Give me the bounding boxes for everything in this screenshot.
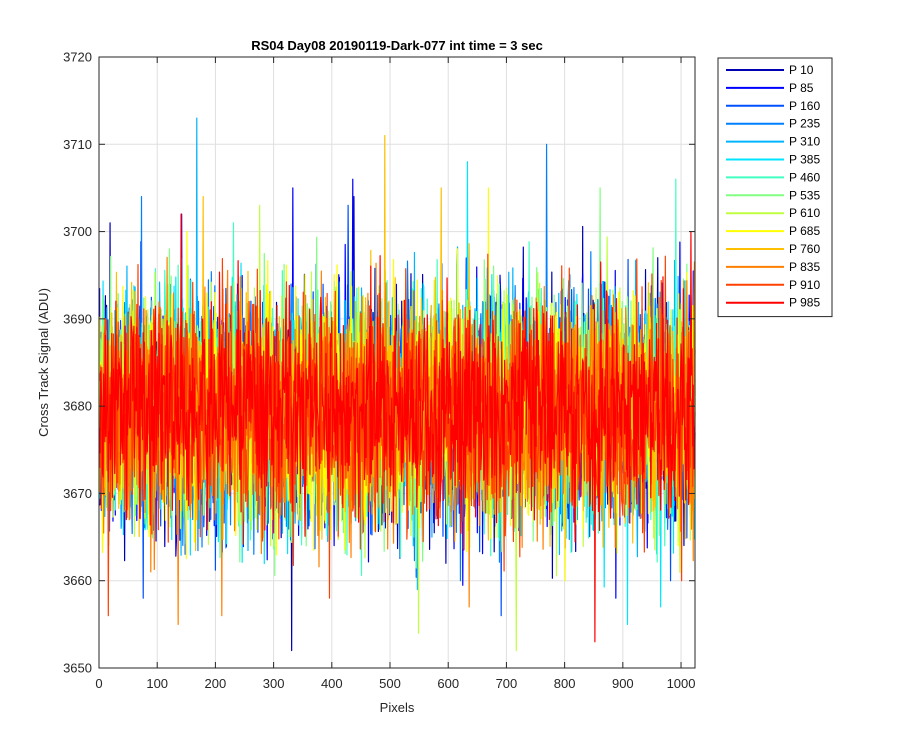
legend-label: P 760: [789, 242, 820, 256]
legend-label: P 835: [789, 260, 820, 274]
legend: P 10 P 85 P 160 P 235 P 310 P 385 P 460 P 535 P …: [717, 57, 833, 318]
legend-label: P 460: [789, 170, 820, 184]
x-tick-label: 1000: [667, 676, 696, 691]
y-tick-label: 3670: [63, 486, 92, 501]
x-tick-label: 600: [437, 676, 459, 691]
series-line-p-985: [98, 213, 696, 643]
x-tick-label: 900: [612, 676, 634, 691]
x-axis-label: Pixels: [380, 700, 415, 715]
x-tick-label: 400: [321, 676, 343, 691]
legend-label: P 985: [789, 296, 820, 310]
legend-label: P 535: [789, 188, 820, 202]
y-tick-label: 3710: [63, 137, 92, 152]
legend-box: [717, 57, 833, 318]
legend-label: P 10: [789, 63, 814, 77]
y-tick-label: 3660: [63, 573, 92, 588]
y-tick-label: 3680: [63, 399, 92, 414]
legend-label: P 910: [789, 278, 820, 292]
y-tick-label: 3720: [63, 50, 92, 65]
legend-label: P 385: [789, 153, 820, 167]
x-tick-label: 700: [496, 676, 518, 691]
y-tick-label: 3700: [63, 224, 92, 239]
x-tick-label: 200: [205, 676, 227, 691]
x-tick-label: 0: [95, 676, 102, 691]
chart-title: RS04 Day08 20190119-Dark-077 int time = …: [251, 38, 543, 53]
legend-label: P 310: [789, 135, 820, 149]
x-tick-label: 300: [263, 676, 285, 691]
tick-layer: 0 100 200 300 400 500 600 700 800 900 1000 3650 3660…: [63, 50, 695, 692]
legend-label: P 160: [789, 99, 820, 113]
x-tick-label: 800: [554, 676, 576, 691]
legend-label: P 85: [789, 81, 814, 95]
legend-label: P 610: [789, 206, 820, 220]
x-tick-label: 500: [379, 676, 401, 691]
x-tick-label: 100: [146, 676, 168, 691]
y-axis-label: Cross Track Signal (ADU): [36, 288, 51, 437]
plot-area-frame: [98, 56, 696, 669]
y-tick-label: 3690: [63, 311, 92, 326]
legend-label: P 685: [789, 224, 820, 238]
series-layer: [98, 117, 696, 652]
legend-label: P 235: [789, 117, 820, 131]
y-tick-label: 3650: [63, 661, 92, 676]
